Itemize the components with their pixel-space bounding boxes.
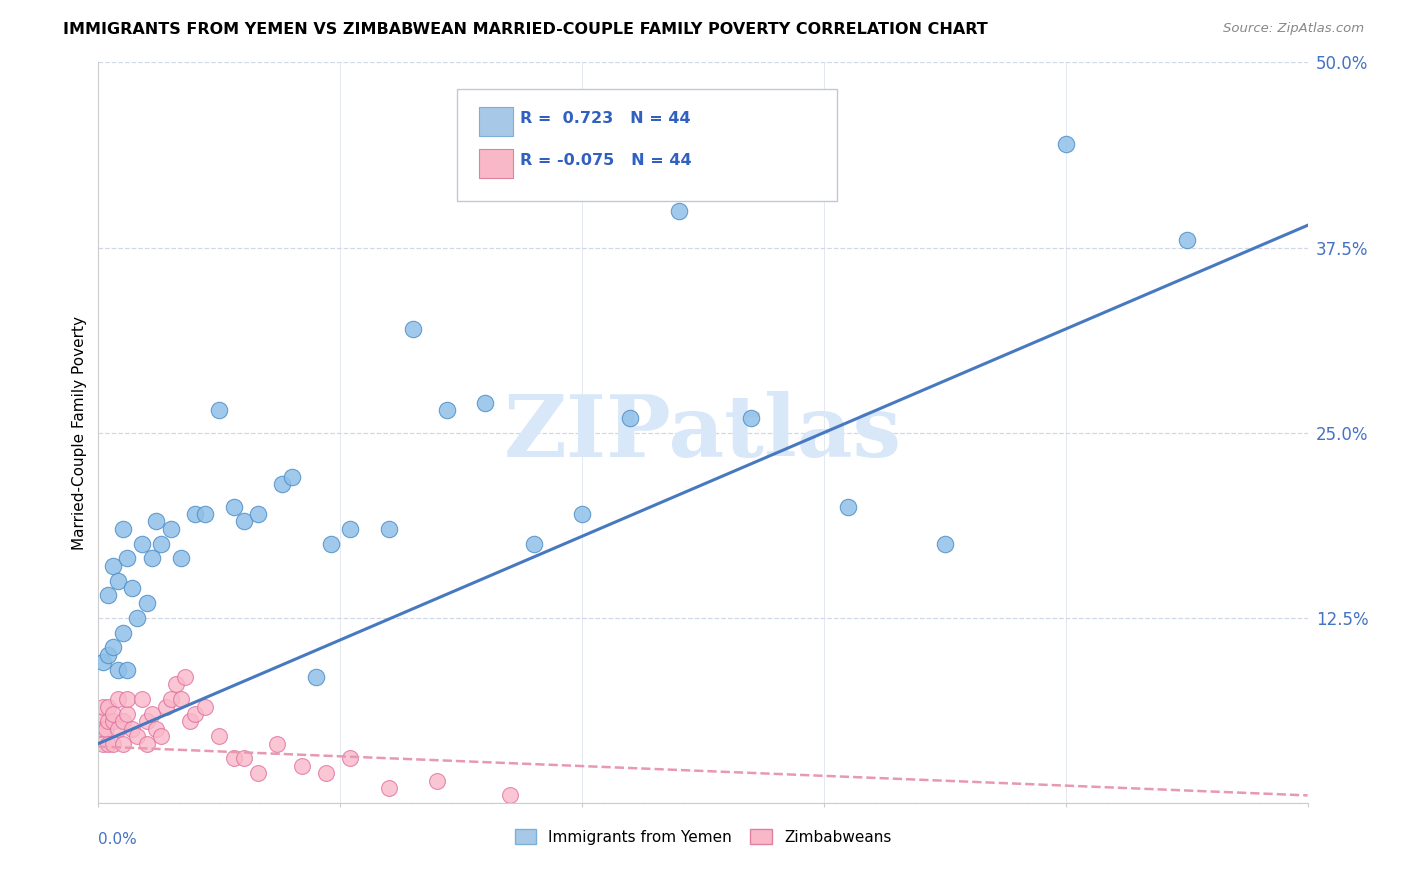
Point xyxy=(305,670,328,684)
Point xyxy=(111,714,134,729)
Point xyxy=(127,729,149,743)
Point xyxy=(150,729,173,743)
Point xyxy=(247,507,270,521)
Point xyxy=(111,737,134,751)
Point xyxy=(131,692,153,706)
Point xyxy=(523,536,546,550)
Point xyxy=(194,507,217,521)
Point xyxy=(91,655,114,669)
Point xyxy=(339,751,361,765)
Point xyxy=(402,322,425,336)
Point xyxy=(208,729,231,743)
Text: R = -0.075   N = 44: R = -0.075 N = 44 xyxy=(520,153,692,168)
Point xyxy=(117,663,139,677)
Point xyxy=(377,780,399,795)
Text: Source: ZipAtlas.com: Source: ZipAtlas.com xyxy=(1223,22,1364,36)
Point xyxy=(619,410,641,425)
Point xyxy=(135,714,157,729)
Point xyxy=(141,706,163,721)
Point xyxy=(90,714,112,729)
Point xyxy=(97,737,120,751)
Point xyxy=(232,751,254,765)
Point xyxy=(668,203,690,218)
Point xyxy=(107,722,129,736)
Point xyxy=(94,722,117,736)
Point xyxy=(232,515,254,529)
Text: 0.0%: 0.0% xyxy=(98,832,138,847)
Point xyxy=(222,751,245,765)
Point xyxy=(150,536,173,550)
Point xyxy=(101,737,124,751)
Point xyxy=(97,699,120,714)
Point xyxy=(184,507,207,521)
Point xyxy=(145,515,167,529)
Point xyxy=(179,714,201,729)
Point xyxy=(160,522,183,536)
Y-axis label: Married-Couple Family Poverty: Married-Couple Family Poverty xyxy=(72,316,87,549)
Point xyxy=(107,692,129,706)
Point xyxy=(101,640,124,655)
Point xyxy=(111,625,134,640)
Point xyxy=(319,536,342,550)
Point xyxy=(101,714,124,729)
Point xyxy=(155,699,177,714)
Point xyxy=(426,773,449,788)
Point xyxy=(194,699,217,714)
Point xyxy=(169,551,191,566)
Point xyxy=(1175,233,1198,247)
Point xyxy=(141,551,163,566)
Point xyxy=(290,758,312,772)
Point xyxy=(91,722,114,736)
Point xyxy=(1054,136,1077,151)
Point xyxy=(169,692,191,706)
Point xyxy=(117,706,139,721)
Point xyxy=(111,522,134,536)
Point xyxy=(315,766,337,780)
Point xyxy=(117,692,139,706)
Point xyxy=(97,648,120,662)
Point xyxy=(107,574,129,588)
Point xyxy=(101,706,124,721)
Point xyxy=(91,699,114,714)
Point xyxy=(131,536,153,550)
Point xyxy=(271,477,294,491)
Point xyxy=(281,470,304,484)
Text: ZIPatlas: ZIPatlas xyxy=(503,391,903,475)
Text: IMMIGRANTS FROM YEMEN VS ZIMBABWEAN MARRIED-COUPLE FAMILY POVERTY CORRELATION CH: IMMIGRANTS FROM YEMEN VS ZIMBABWEAN MARR… xyxy=(63,22,988,37)
Point xyxy=(934,536,956,550)
Point xyxy=(222,500,245,514)
Point xyxy=(97,589,120,603)
Point xyxy=(117,551,139,566)
Text: R =  0.723   N = 44: R = 0.723 N = 44 xyxy=(520,112,690,126)
Point xyxy=(107,663,129,677)
Point xyxy=(837,500,859,514)
Point xyxy=(740,410,762,425)
Point xyxy=(121,722,143,736)
Point xyxy=(160,692,183,706)
Point xyxy=(184,706,207,721)
Point xyxy=(174,670,197,684)
Point xyxy=(97,714,120,729)
Point xyxy=(91,737,114,751)
Point xyxy=(339,522,361,536)
Point xyxy=(165,677,187,691)
Point xyxy=(571,507,593,521)
Point xyxy=(208,403,231,417)
Point xyxy=(121,581,143,595)
Point xyxy=(135,596,157,610)
Point xyxy=(127,610,149,624)
Point xyxy=(377,522,399,536)
Point xyxy=(474,396,496,410)
Point xyxy=(135,737,157,751)
Point xyxy=(247,766,270,780)
Point xyxy=(145,722,167,736)
Point xyxy=(498,789,520,803)
Point xyxy=(266,737,288,751)
Point xyxy=(101,558,124,573)
Legend: Immigrants from Yemen, Zimbabweans: Immigrants from Yemen, Zimbabweans xyxy=(509,823,897,851)
Point xyxy=(436,403,458,417)
